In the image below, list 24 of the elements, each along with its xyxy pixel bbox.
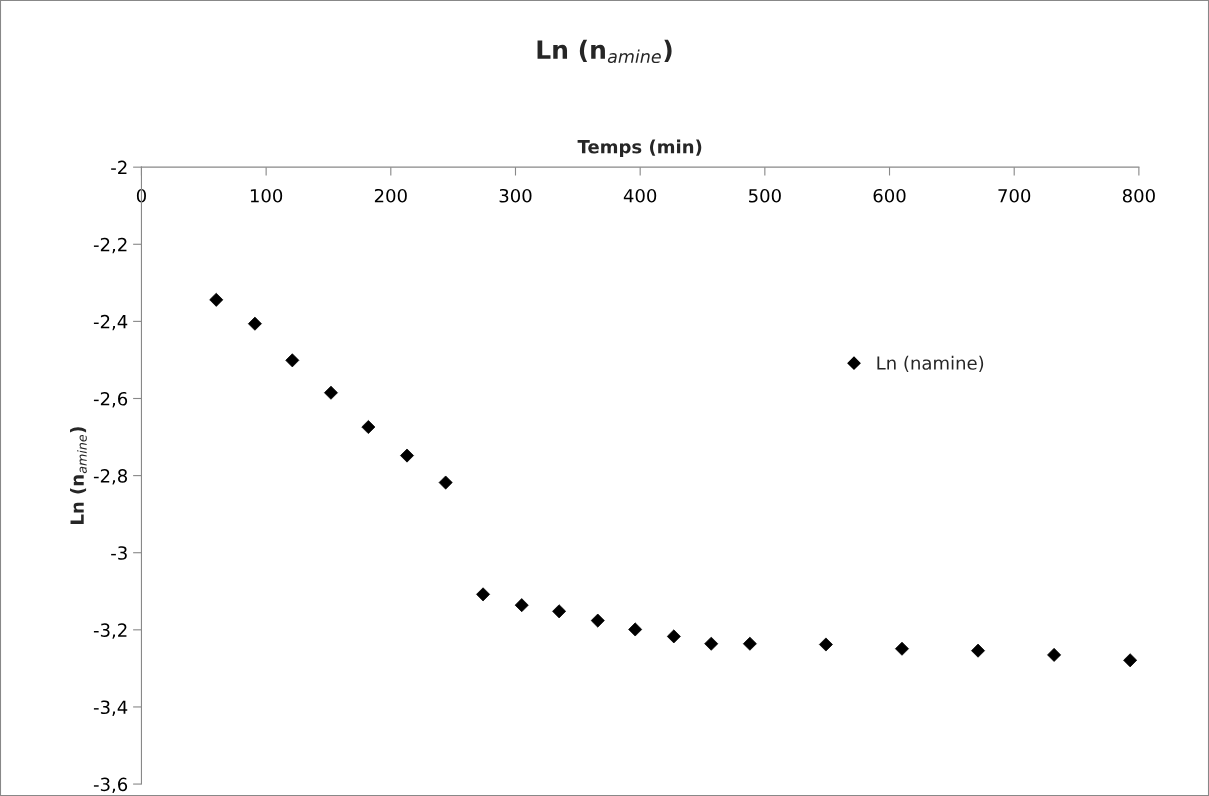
x-tick-label: 300	[499, 188, 532, 203]
y-tick-label: -3	[111, 546, 127, 560]
y-tick-label: -2,8	[93, 469, 128, 485]
point	[818, 637, 833, 652]
x-tick-label: 0	[136, 188, 146, 203]
y-tick-label: -3,4	[93, 700, 128, 716]
y-tick-label: -2,2	[93, 237, 127, 254]
y-tick-label: -3,2	[93, 623, 127, 639]
x-tick-label: 600	[873, 188, 906, 203]
y-tick-label: -2	[111, 160, 127, 175]
x-tick-label: 700	[998, 188, 1031, 203]
x-tick-label: 500	[749, 188, 781, 203]
y-tick-label: -2,4	[93, 314, 128, 331]
chart-title: Ln (n$_{amine}$)	[537, 39, 672, 64]
y-axis-title: Ln (n$_{amine}$)	[70, 427, 87, 524]
x-tick-label: 400	[623, 188, 657, 203]
y-tick-label: -3,6	[93, 777, 128, 794]
y-tick-label: -2,6	[93, 391, 128, 408]
x-axis-title: Temps (min)	[577, 139, 702, 158]
point	[400, 448, 414, 463]
x-tick-label: 200	[374, 188, 407, 203]
legend-label: Ln (namine)	[877, 355, 984, 372]
x-tick-label: 100	[250, 188, 283, 203]
x-tick-label: 800	[1122, 188, 1155, 203]
